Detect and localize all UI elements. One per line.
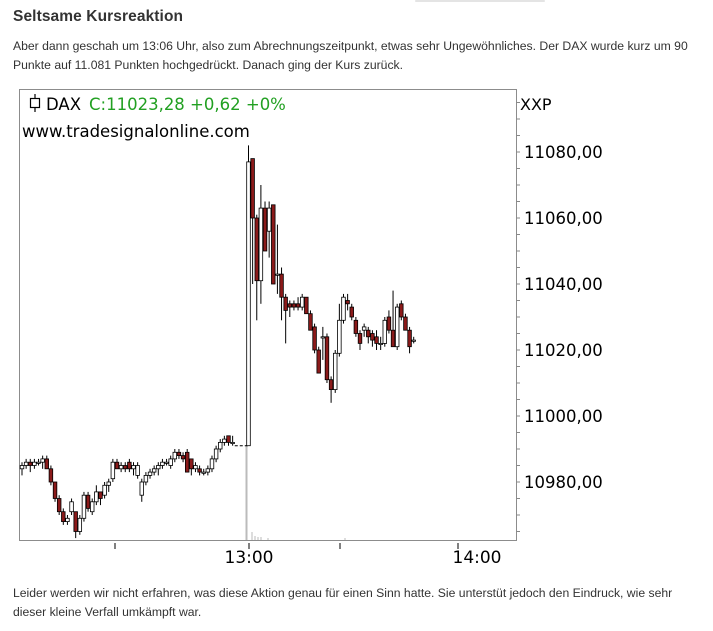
quote-label: C:11023,28 +0,62 +0%	[89, 95, 286, 114]
candlestick-series	[19, 145, 416, 539]
x-tick-label: 14:00	[453, 548, 502, 568]
volume-bars	[245, 445, 346, 540]
y-tick-label: 10980,00	[524, 473, 603, 492]
y-tick-label: 11000,00	[524, 407, 603, 426]
x-tick-label: 13:00	[225, 548, 274, 568]
y-axis: 11080,00 11060,00 11040,00 11020,00 11000,00…	[516, 102, 603, 532]
x-axis: 13:00 14:00	[114, 543, 502, 568]
symbol-label: DAX	[46, 95, 81, 114]
outro-paragraph: Leider werden wir nicht erfahren, was di…	[13, 586, 673, 619]
plot-frame	[19, 89, 517, 541]
top-scroll-indicator	[415, 0, 545, 2]
y-tick-label: 11080,00	[524, 143, 603, 162]
section-heading: Seltsame Kursreaktion	[13, 8, 184, 25]
exchange-label: XXP	[520, 95, 552, 114]
source-label: www.tradesignalonline.com	[22, 122, 250, 141]
dax-chart: 11080,00 11060,00 11040,00 11020,00 11000,00…	[0, 80, 713, 580]
y-tick-label: 11040,00	[524, 275, 603, 294]
candlestick-icon	[29, 94, 41, 112]
y-tick-label: 11020,00	[524, 341, 603, 360]
y-tick-label: 11060,00	[524, 209, 603, 228]
intro-paragraph: Aber dann geschah um 13:06 Uhr, also zum…	[13, 39, 688, 72]
